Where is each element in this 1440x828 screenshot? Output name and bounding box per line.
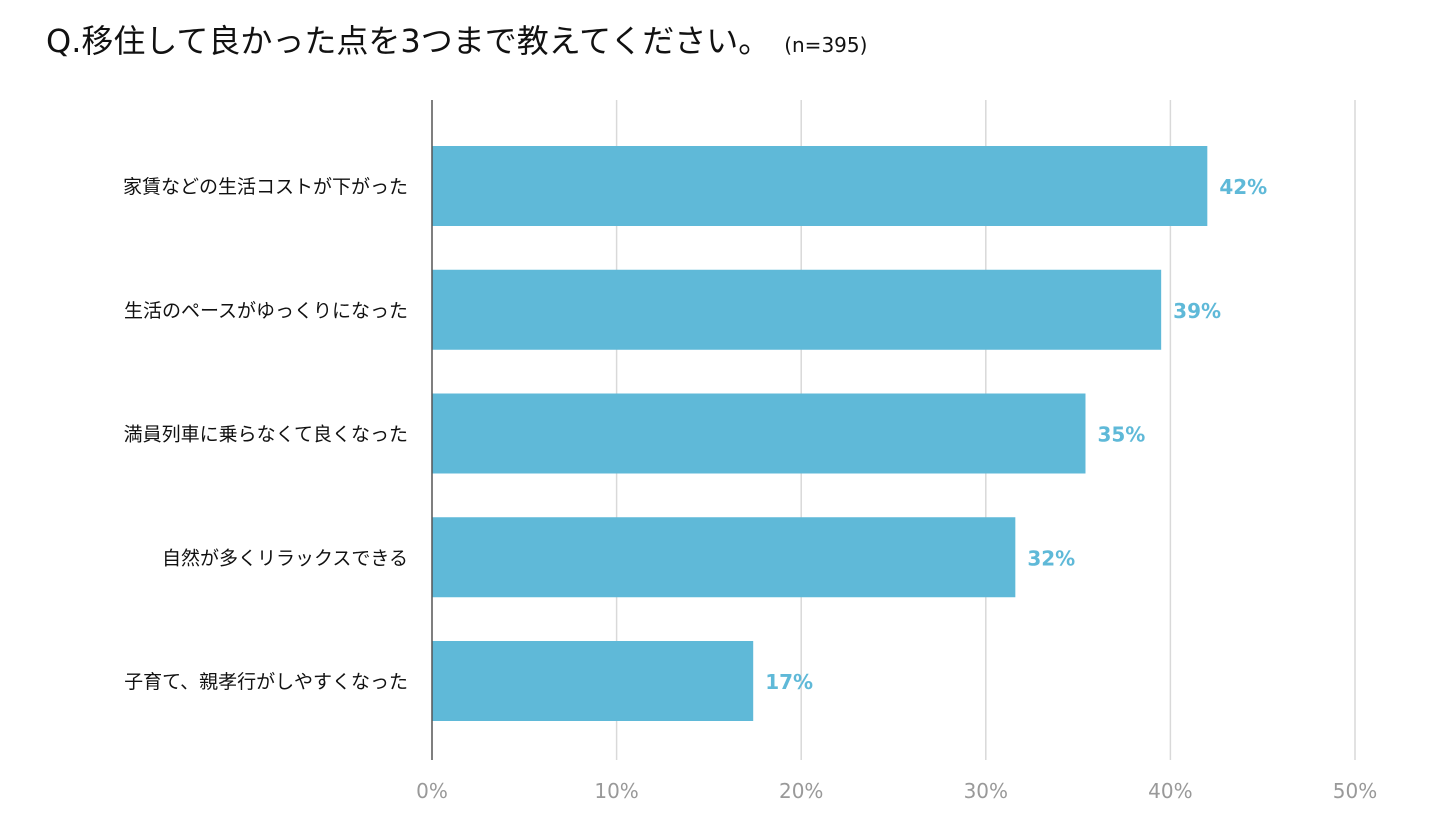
data-label: 42% bbox=[1219, 175, 1267, 199]
chart-title: Q.移住して良かった点を3つまで教えてください。 (n=395) bbox=[46, 16, 867, 62]
x-tick-label: 0% bbox=[416, 779, 448, 803]
bar bbox=[432, 269, 1162, 350]
category-label: 生活のペースがゆっくりになった bbox=[124, 300, 408, 322]
sample-size: (n=395) bbox=[784, 33, 868, 57]
bar bbox=[432, 641, 754, 721]
data-label: 35% bbox=[1097, 423, 1145, 447]
category-label: 子育て、親孝行がしやすくなった bbox=[124, 671, 408, 693]
category-label: 家賃などの生活コストが下がった bbox=[123, 176, 408, 198]
category-label: 満員列車に乗らなくて良くなった bbox=[124, 424, 408, 446]
data-label: 32% bbox=[1027, 546, 1075, 570]
title-text: Q.移住して良かった点を3つまで教えてください。 bbox=[46, 22, 771, 60]
x-tick-label: 20% bbox=[779, 779, 823, 803]
x-tick-label: 40% bbox=[1148, 779, 1192, 803]
data-label: 17% bbox=[765, 670, 813, 694]
category-label: 自然が多くリラックスできる bbox=[162, 547, 408, 569]
bar bbox=[432, 517, 1016, 598]
x-tick-label: 30% bbox=[964, 779, 1008, 803]
bar bbox=[432, 146, 1208, 226]
bar bbox=[432, 393, 1086, 474]
x-tick-label: 50% bbox=[1333, 779, 1377, 803]
data-label: 39% bbox=[1173, 299, 1221, 323]
x-tick-label: 10% bbox=[594, 779, 638, 803]
